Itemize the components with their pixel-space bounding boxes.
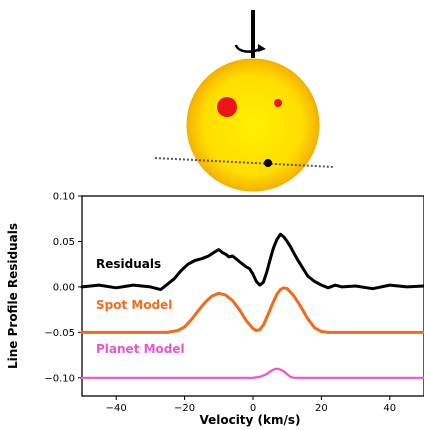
- y-tick-label: 0.00: [53, 282, 75, 293]
- y-tick-label: 0.10: [53, 192, 75, 203]
- star-disk: [186, 58, 320, 192]
- series-line-residuals: [80, 232, 424, 292]
- chart-panel: −40 −20 0 20 40 0.10 0.05 0.00 −0.05 −0.10 Veloc…: [6, 192, 424, 427]
- series-line-planet-model: [80, 367, 424, 379]
- planet-dot: [264, 159, 272, 167]
- x-axis-title: Velocity (km/s): [199, 413, 300, 427]
- x-tick-label: −40: [106, 403, 127, 414]
- rotation-axis: [234, 10, 266, 58]
- x-tick-label: 40: [383, 403, 396, 414]
- y-tick-label: −0.10: [44, 373, 75, 384]
- star-diagram: [154, 10, 335, 192]
- starspot-large: [217, 97, 237, 117]
- plot-frame: [81, 195, 424, 397]
- series-label-planet-model: Planet Model: [96, 342, 185, 356]
- y-axis-title: Line Profile Residuals: [6, 223, 20, 369]
- series-layer: [80, 232, 424, 379]
- x-tick-label: 20: [315, 403, 328, 414]
- series-line-spot-model: [80, 286, 424, 334]
- transit-chord: [154, 157, 335, 168]
- starspot-small: [274, 99, 282, 107]
- x-tick-label: −20: [174, 403, 195, 414]
- series-label-spot-model: Spot Model: [96, 298, 172, 312]
- y-tick-label: −0.05: [44, 328, 75, 339]
- y-tick-label: 0.05: [53, 237, 75, 248]
- x-axis-ticks: −40 −20 0 20 40: [106, 396, 396, 414]
- y-axis-ticks: 0.10 0.05 0.00 −0.05 −0.10: [44, 192, 82, 384]
- x-tick-label: 0: [250, 403, 256, 414]
- series-label-residuals: Residuals: [96, 257, 161, 271]
